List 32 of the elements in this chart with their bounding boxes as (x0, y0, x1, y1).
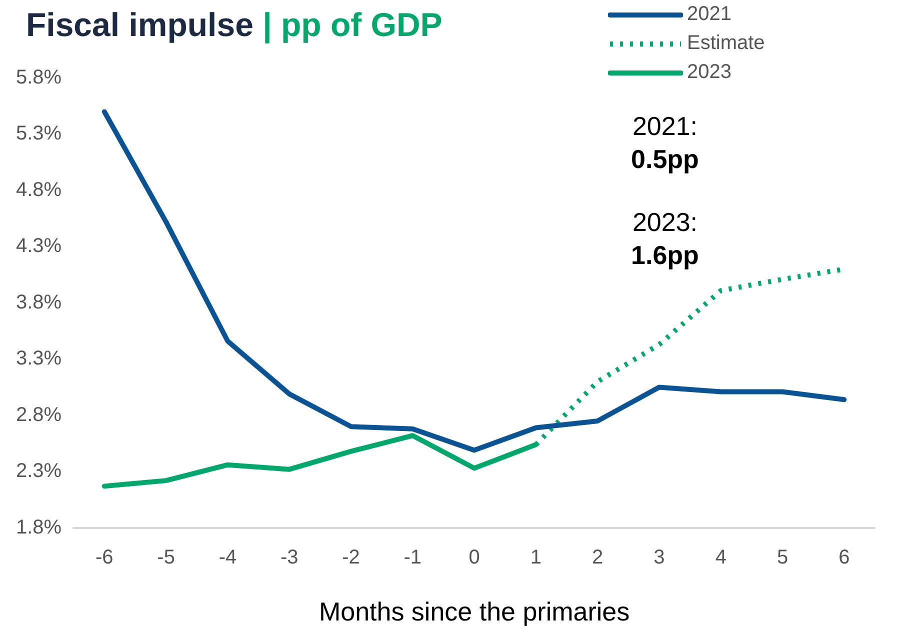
annotation: 2023: (631, 206, 699, 239)
chart-subtitle: | pp of GDP (262, 6, 442, 43)
annotation: 1.6pp (630, 239, 700, 272)
x-tick-label: 6 (838, 546, 850, 568)
y-tick-label: 1.8% (16, 516, 62, 538)
x-tick-label: 4 (715, 546, 726, 568)
x-tick-label: 0 (468, 546, 480, 568)
x-axis-title: Months since the primaries (318, 596, 630, 627)
chart-title: Fiscal impulse (26, 6, 254, 43)
x-tick-label: -5 (157, 546, 175, 568)
y-tick-label: 4.3% (16, 235, 62, 258)
y-tick-label: 4.8% (16, 178, 62, 201)
y-tick-label: 5.3% (16, 122, 62, 145)
legend-label: Estimate (687, 32, 765, 55)
x-tick-label: 1 (530, 546, 542, 568)
legend-label: 2021 (687, 3, 732, 26)
x-tick-label: -3 (280, 546, 298, 568)
y-tick-label: 3.3% (16, 348, 62, 370)
y-tick-label: 3.8% (16, 291, 62, 314)
y-tick-label: 2.8% (16, 404, 62, 426)
x-tick-label: 5 (776, 546, 788, 568)
x-tick-label: -4 (218, 546, 237, 568)
legend-label: 2023 (687, 61, 732, 84)
y-tick-label: 5.8% (16, 66, 62, 89)
annotation: 0.5pp (630, 143, 700, 176)
x-tick-label: -2 (342, 546, 360, 568)
y-tick-label: 2.3% (16, 460, 62, 482)
x-tick-label: 2 (592, 546, 604, 568)
x-tick-label: 3 (654, 546, 665, 568)
x-tick-label: -1 (404, 546, 422, 568)
x-tick-label: -6 (96, 546, 114, 568)
annotation: 2021: (631, 110, 699, 143)
